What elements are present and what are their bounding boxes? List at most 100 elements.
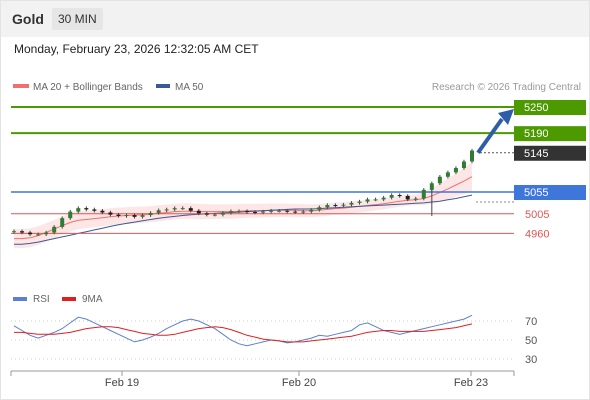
last-price-tag — [514, 145, 586, 161]
ma20-line — [14, 176, 473, 240]
candle-body — [68, 211, 73, 219]
candle-body — [317, 207, 322, 210]
candle-body — [269, 210, 274, 212]
x-tick-label: Feb 20 — [282, 377, 316, 389]
candle-body — [196, 210, 201, 214]
candle-body — [437, 176, 442, 184]
candle-body — [245, 211, 250, 213]
candle-body — [461, 161, 466, 169]
candle-body — [261, 211, 266, 213]
copyright-text: Research © 2026 Trading Central — [432, 82, 581, 93]
bollinger-layer — [14, 162, 473, 249]
rsi-layer: 70 50 30 — [11, 314, 537, 366]
candle-body — [140, 215, 145, 217]
x-tick-label: Feb 23 — [454, 377, 488, 389]
forecast-arrow-shaft — [476, 117, 504, 154]
legend-rsi-label: RSI — [33, 294, 50, 305]
candle-body — [301, 211, 306, 213]
candle-body — [148, 212, 153, 216]
candle-body — [470, 150, 474, 162]
legend-ma50-label: MA 50 — [175, 82, 204, 93]
support-label-5005: 5005 — [525, 209, 549, 221]
candle-body — [60, 218, 65, 227]
candle-body — [180, 208, 185, 210]
candle-body — [445, 172, 450, 177]
candle-body — [285, 210, 290, 212]
candle-body — [164, 209, 169, 211]
candle-body — [381, 197, 386, 200]
candles-layer — [12, 148, 474, 237]
symbol-title: Gold — [12, 11, 44, 27]
candle-body — [28, 232, 33, 235]
pivot-label: 5055 — [524, 187, 548, 199]
candle-body — [236, 211, 241, 213]
resistance-label-5190: 5190 — [524, 128, 548, 140]
pivot-tag — [514, 185, 586, 200]
resistance-tag-5250 — [514, 100, 586, 115]
candle-body — [76, 208, 81, 212]
candle-body — [373, 199, 378, 201]
candle-body — [124, 215, 129, 217]
forecast-arrow-head — [498, 109, 514, 125]
candle-body — [325, 205, 330, 208]
levels-layer: 5250 5190 5145 5055 5005 4960 — [11, 100, 586, 240]
legend-9ma-label: 9MA — [82, 294, 103, 305]
candle-body — [333, 205, 338, 207]
candle-body — [12, 231, 16, 233]
x-axis: Feb 19 Feb 20 Feb 23 — [10, 370, 515, 389]
resistance-tag-5190 — [514, 126, 586, 142]
legend-ma20-swatch — [13, 84, 29, 88]
header-bar: Gold 30 MIN — [1, 1, 589, 37]
candle-body — [100, 210, 105, 213]
candle-body — [397, 195, 402, 197]
x-tick-label: Feb 19 — [105, 377, 139, 389]
candle-body — [357, 201, 362, 203]
candle-body — [309, 209, 314, 212]
candle-body — [341, 204, 346, 206]
candle-body — [44, 232, 49, 235]
rsi-level-label-50: 50 — [525, 335, 537, 347]
forecast-arrow-layer — [476, 109, 514, 154]
resistance-label-5250: 5250 — [524, 102, 548, 114]
candle-body — [293, 211, 298, 213]
candle-body — [132, 215, 137, 217]
candle-body — [116, 214, 121, 216]
rsi-line — [13, 314, 473, 347]
candle-body — [20, 231, 25, 233]
legend-rsi-swatch — [13, 297, 27, 301]
candle-body — [365, 199, 370, 202]
candle-body — [389, 195, 394, 198]
candle-body — [405, 195, 410, 200]
candle-body — [453, 168, 458, 173]
candle-body — [36, 234, 41, 236]
candle-body — [228, 211, 233, 213]
chart-datetime: Monday, February 23, 2026 12:32:05 AM CE… — [14, 42, 259, 56]
last-price-label: 5145 — [524, 148, 548, 160]
candle-body — [413, 198, 418, 200]
candle-body — [204, 213, 209, 215]
ma50-line — [14, 194, 473, 245]
candle-body — [52, 226, 57, 233]
legend-9ma-swatch — [62, 297, 76, 301]
candle-body — [108, 212, 113, 215]
candle-body — [349, 202, 354, 205]
candle-body — [277, 210, 282, 212]
candle-body — [220, 212, 225, 215]
candle-body — [212, 214, 217, 216]
candle-body — [84, 208, 89, 210]
candle-body — [429, 183, 434, 190]
candle-body — [172, 208, 177, 210]
candle-body — [92, 209, 97, 211]
rsi-level-label-70: 70 — [525, 316, 537, 328]
rsi-level-label-30: 30 — [525, 354, 537, 366]
candle-body — [421, 189, 426, 199]
candle-body — [156, 210, 161, 213]
legend-ma50-swatch — [156, 84, 170, 88]
support-label-4960: 4960 — [525, 228, 549, 240]
candle-body — [188, 208, 193, 211]
candle-body — [253, 212, 258, 214]
timeframe-badge[interactable]: 30 MIN — [52, 8, 103, 30]
rsi-ma9-line — [14, 323, 473, 343]
